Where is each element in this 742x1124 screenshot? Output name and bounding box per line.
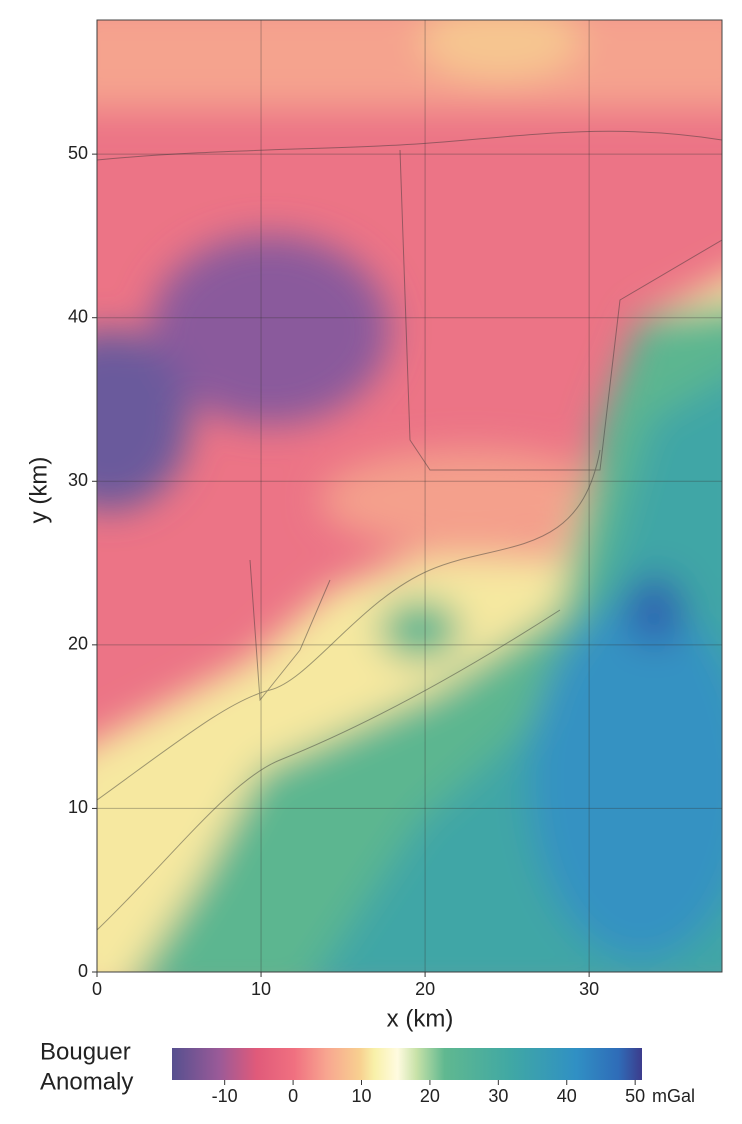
x-axis-title: x (km) [387, 1005, 454, 1032]
y-tick-label: 40 [68, 306, 88, 326]
x-tick-label: 10 [251, 979, 271, 999]
y-tick-label: 10 [68, 797, 88, 817]
y-axis-title: y (km) [25, 457, 52, 524]
y-tick-label: 0 [78, 961, 88, 981]
x-tick-label: 20 [415, 979, 435, 999]
y-tick-label: 50 [68, 143, 88, 163]
x-tick-label: 0 [92, 979, 102, 999]
colorbar-tick-label: 20 [420, 1086, 440, 1106]
plot-frame [96, 19, 723, 973]
colorbar-tick-label: 40 [557, 1086, 577, 1106]
y-tick-label: 30 [68, 470, 88, 490]
colorbar-tick-label: -10 [212, 1086, 238, 1106]
x-tick-label: 30 [579, 979, 599, 999]
anomaly-map [97, 20, 722, 972]
colorbar-tick-label: 50 [625, 1086, 645, 1106]
colorbar-label: Anomaly [40, 1068, 133, 1095]
colorbar-label: Bouguer [40, 1038, 131, 1065]
colorbar-tick-label: 0 [288, 1086, 298, 1106]
colorbar-unit: mGal [652, 1086, 695, 1106]
colorbar-tick-label: 30 [488, 1086, 508, 1106]
y-tick-label: 20 [68, 634, 88, 654]
colorbar [172, 1048, 642, 1080]
colorbar-tick-label: 10 [351, 1086, 371, 1106]
